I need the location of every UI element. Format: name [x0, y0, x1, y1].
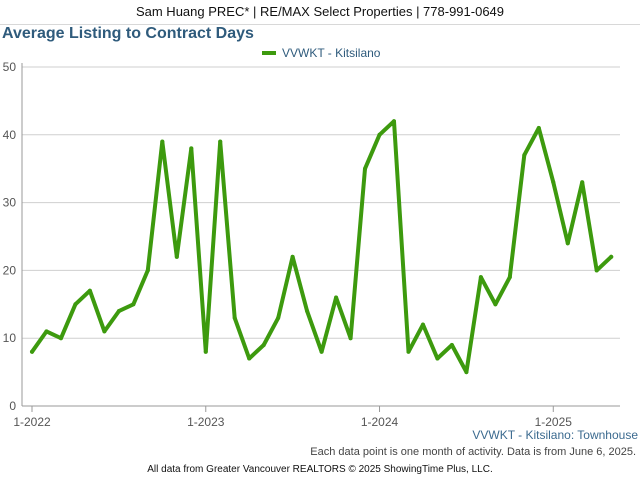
- y-tick-label: 40: [3, 128, 17, 142]
- data-point: [87, 288, 92, 293]
- data-point: [334, 295, 339, 300]
- data-point: [102, 329, 107, 334]
- data-point: [507, 275, 512, 280]
- data-point: [594, 268, 599, 273]
- data-point: [319, 349, 324, 354]
- data-point: [348, 336, 353, 341]
- data-point: [420, 322, 425, 327]
- data-note: Each data point is one month of activity…: [310, 446, 636, 458]
- data-point: [406, 349, 411, 354]
- data-point: [580, 180, 585, 185]
- data-point: [189, 146, 194, 151]
- data-point: [392, 119, 396, 124]
- data-point: [377, 132, 382, 137]
- data-point: [493, 302, 498, 307]
- x-tick-label: 1-2024: [361, 415, 399, 429]
- data-point: [73, 302, 78, 307]
- data-point: [449, 342, 454, 347]
- data-point: [478, 275, 483, 280]
- series-line: [30, 119, 614, 375]
- data-point: [247, 356, 252, 361]
- data-point: [145, 268, 150, 273]
- data-point: [131, 302, 136, 307]
- x-tick-label: 1-2025: [535, 415, 573, 429]
- data-point: [609, 254, 614, 259]
- data-point: [203, 349, 208, 354]
- data-point: [160, 139, 165, 144]
- data-point: [435, 356, 440, 361]
- x-tick-label: 1-2022: [13, 415, 51, 429]
- y-tick-label: 50: [3, 60, 17, 74]
- data-point: [232, 315, 237, 320]
- data-point: [522, 153, 527, 158]
- data-point: [218, 139, 223, 144]
- data-point: [44, 329, 49, 334]
- data-point: [536, 126, 541, 131]
- data-point: [58, 336, 63, 341]
- data-point: [363, 166, 368, 171]
- legend-label: VVWKT - Kitsilano: [282, 46, 381, 60]
- data-point: [551, 180, 556, 185]
- data-point: [290, 254, 295, 259]
- header-banner: Sam Huang PREC* | RE/MAX Select Properti…: [0, 0, 640, 25]
- y-tick-label: 10: [3, 331, 17, 345]
- data-point: [276, 315, 281, 320]
- y-tick-label: 30: [3, 196, 17, 210]
- data-point: [30, 349, 34, 354]
- y-tick-label: 0: [9, 399, 16, 413]
- data-point: [305, 309, 310, 314]
- x-tick-label: 1-2023: [187, 415, 225, 429]
- y-tick-label: 20: [3, 263, 17, 277]
- data-point: [565, 241, 570, 246]
- data-point: [116, 309, 121, 314]
- data-point: [261, 342, 266, 347]
- chart-title: Average Listing to Contract Days: [2, 25, 254, 42]
- chart-subtitle: VVWKT - Kitsilano: Townhouse: [472, 428, 638, 442]
- footer-credit: All data from Greater Vancouver REALTORS…: [147, 464, 493, 475]
- legend: VVWKT - Kitsilano: [262, 46, 380, 60]
- data-point: [464, 370, 469, 375]
- data-point: [174, 254, 179, 259]
- line-chart: 0 10 20 30 40 50 1-2022 1-2023 1-2024 1-2025: [3, 60, 620, 429]
- legend-swatch: [262, 51, 276, 55]
